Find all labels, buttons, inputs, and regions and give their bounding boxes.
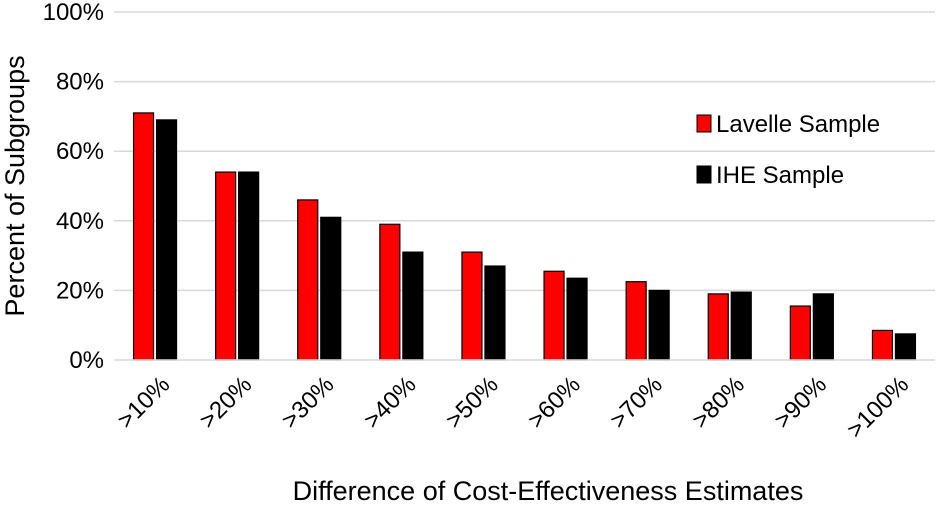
x-tick-label: >20% — [194, 371, 257, 434]
y-tick-label: 80% — [56, 69, 104, 96]
bar-lavelle — [461, 251, 483, 361]
x-tick-label: >70% — [605, 371, 668, 434]
x-axis-title: Difference of Cost-Effectiveness Estimat… — [293, 476, 804, 505]
y-tick-label: 100% — [43, 0, 104, 26]
bar-ihe — [730, 291, 752, 361]
x-tick-label: >100% — [842, 371, 914, 443]
bar-lavelle — [625, 281, 647, 361]
bar-ihe — [320, 216, 342, 361]
bar-lavelle — [379, 223, 401, 361]
x-tick-label: >40% — [359, 371, 422, 434]
bar-ihe — [484, 265, 506, 361]
bar-ihe — [648, 289, 670, 361]
gridlines — [114, 11, 935, 292]
legend-label-ihe: IHE Sample — [716, 162, 844, 189]
bar-lavelle — [789, 305, 811, 361]
x-tick-label: >10% — [112, 371, 175, 434]
bar-lavelle — [215, 171, 237, 361]
y-tick-label: 0% — [69, 347, 104, 374]
x-tick-label: >30% — [277, 371, 340, 434]
x-tick-label: >90% — [769, 371, 832, 434]
x-tick-label: >50% — [441, 371, 504, 434]
bar-lavelle — [871, 329, 894, 361]
legend-label-lavelle: Lavelle Sample — [716, 111, 880, 138]
bar-ihe — [402, 251, 424, 361]
bar-lavelle — [132, 112, 155, 361]
y-axis-ticks: 0% 20% 40% 60% 80% 100% — [43, 0, 104, 374]
bar-ihe — [812, 293, 834, 361]
legend-swatch-lavelle — [696, 114, 712, 133]
bar-lavelle — [707, 293, 729, 361]
y-axis-title: Percent of Subgroups — [0, 55, 30, 316]
bar-ihe — [894, 333, 917, 361]
bar-ihe — [155, 119, 178, 361]
bar-lavelle — [297, 199, 319, 361]
bars — [132, 112, 917, 361]
y-tick-label: 60% — [56, 138, 104, 165]
y-tick-label: 40% — [56, 208, 104, 235]
bar-ihe — [566, 277, 588, 361]
x-tick-label: >80% — [687, 371, 750, 434]
bar-ihe — [238, 171, 260, 361]
x-axis-ticks: >10% >20% >30% >40% >50% >60% >70% >80% >90% >100… — [112, 371, 914, 443]
legend: Lavelle Sample IHE Sample — [696, 111, 880, 189]
legend-swatch-ihe — [696, 165, 712, 184]
y-tick-label: 20% — [56, 277, 104, 304]
bar-lavelle — [543, 270, 565, 361]
x-tick-label: >60% — [523, 371, 586, 434]
